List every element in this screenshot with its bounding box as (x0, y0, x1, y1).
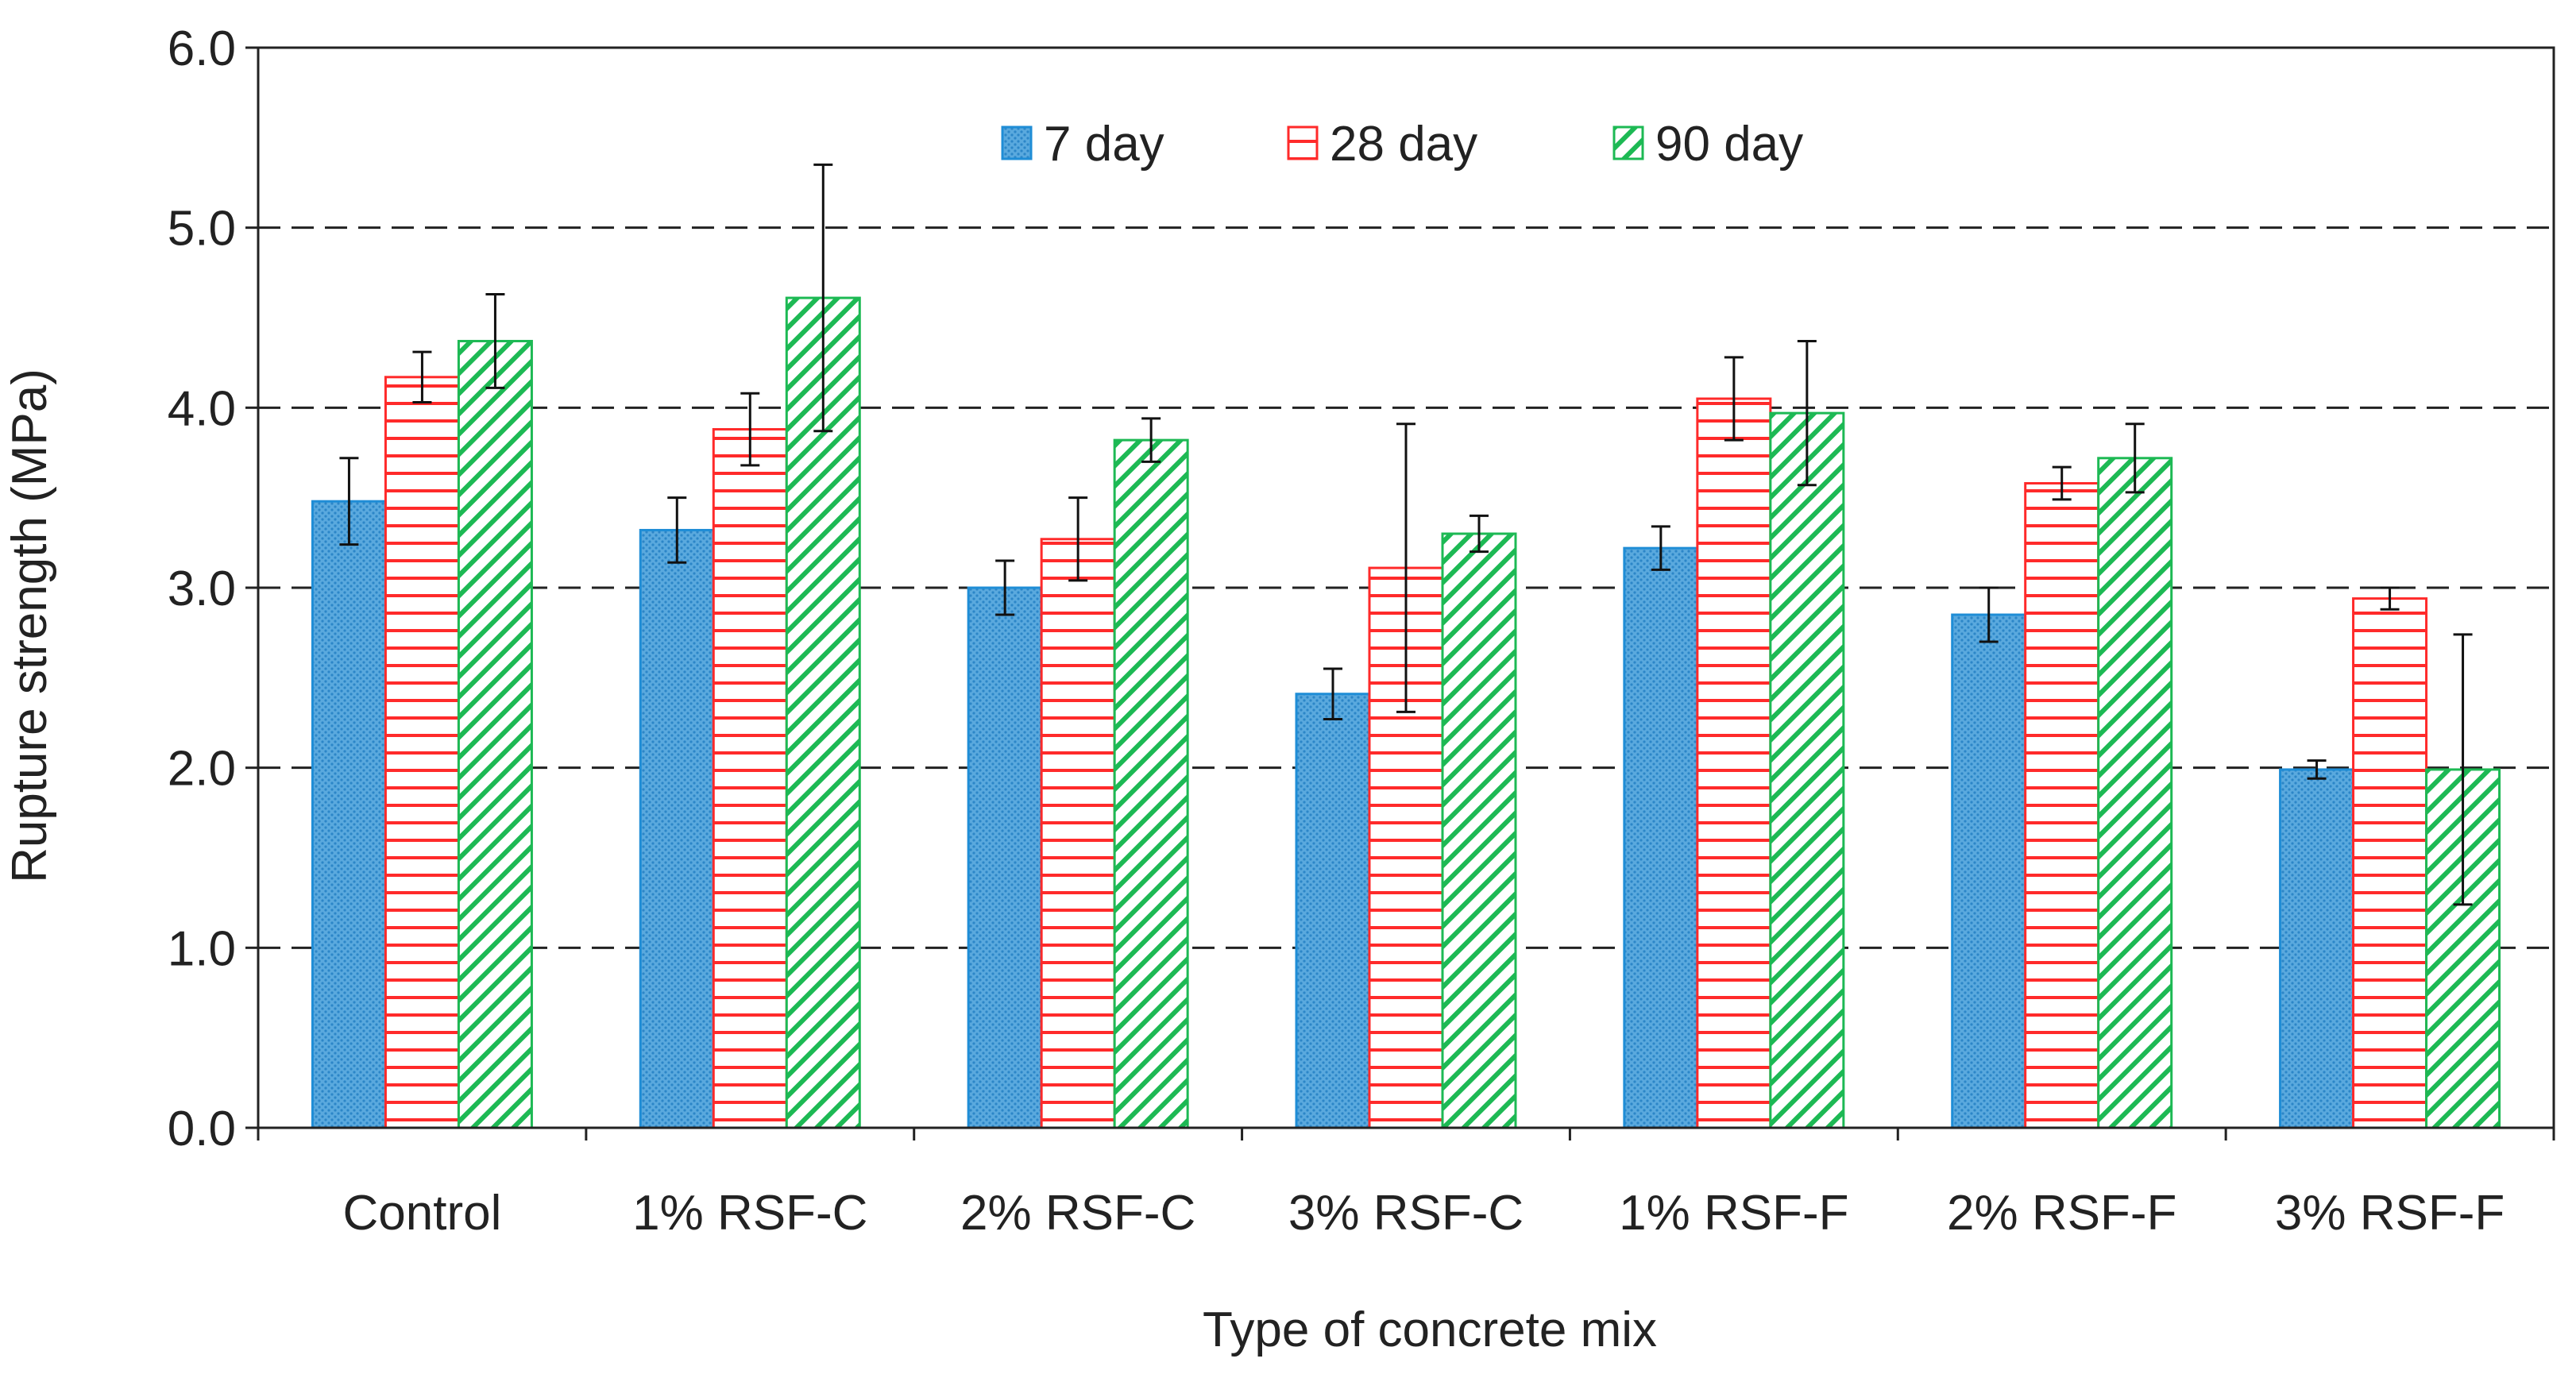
y-tick-labels: 0.0 1.0 2.0 3.0 4.0 5.0 6.0 (168, 21, 236, 1156)
y-axis-title: Rupture strength (MPa) (2, 369, 57, 883)
y-tick-label: 3.0 (168, 562, 236, 616)
bar (2097, 457, 2173, 1129)
x-tick-label: 3% RSF-C (1288, 1186, 1524, 1241)
bar (1295, 693, 1371, 1129)
x-tick-label: 2% RSF-F (1947, 1186, 2176, 1241)
x-tick-label: 3% RSF-F (2275, 1186, 2505, 1241)
bar (967, 586, 1043, 1129)
bar (2024, 482, 2100, 1129)
legend-label: 7 day (1044, 117, 1164, 172)
legend-label: 90 day (1655, 117, 1803, 172)
bar (1623, 546, 1699, 1129)
bar (639, 528, 715, 1129)
x-tick-label: 1% RSF-F (1619, 1186, 1848, 1241)
error-bars (339, 163, 2473, 906)
y-tick-label: 0.0 (168, 1102, 236, 1156)
bar (1113, 438, 1189, 1129)
bar (712, 428, 788, 1129)
x-axis-title: Type of concrete mix (1203, 1303, 1657, 1357)
bar (1769, 411, 1845, 1129)
x-tick-labels: Control 1% RSF-C 2% RSF-C 3% RSF-C 1% RSF-F 2… (342, 1186, 2505, 1241)
y-tick-label: 5.0 (168, 202, 236, 257)
bar (1696, 397, 1772, 1129)
bar (2352, 597, 2428, 1129)
bar (2279, 768, 2355, 1129)
bar (1441, 532, 1517, 1129)
legend-swatch (1001, 125, 1033, 160)
y-tick-label: 1.0 (168, 921, 236, 976)
bar (457, 339, 533, 1129)
bars (311, 296, 2501, 1129)
bar (384, 376, 460, 1129)
legend: 7 day 28 day 90 day (1001, 117, 1803, 172)
y-tick-label: 6.0 (168, 21, 236, 76)
bar (1951, 613, 2027, 1129)
y-tick-label: 2.0 (168, 742, 236, 797)
x-tick-label: 2% RSF-C (960, 1186, 1195, 1241)
legend-swatch (1287, 125, 1319, 160)
legend-label: 28 day (1330, 117, 1477, 172)
bar (311, 500, 387, 1129)
axes (245, 46, 2555, 1140)
y-tick-label: 4.0 (168, 381, 236, 436)
x-tick-label: 1% RSF-C (632, 1186, 867, 1241)
bar (1040, 538, 1116, 1129)
legend-swatch (1612, 125, 1644, 160)
x-tick-label: Control (342, 1186, 501, 1241)
